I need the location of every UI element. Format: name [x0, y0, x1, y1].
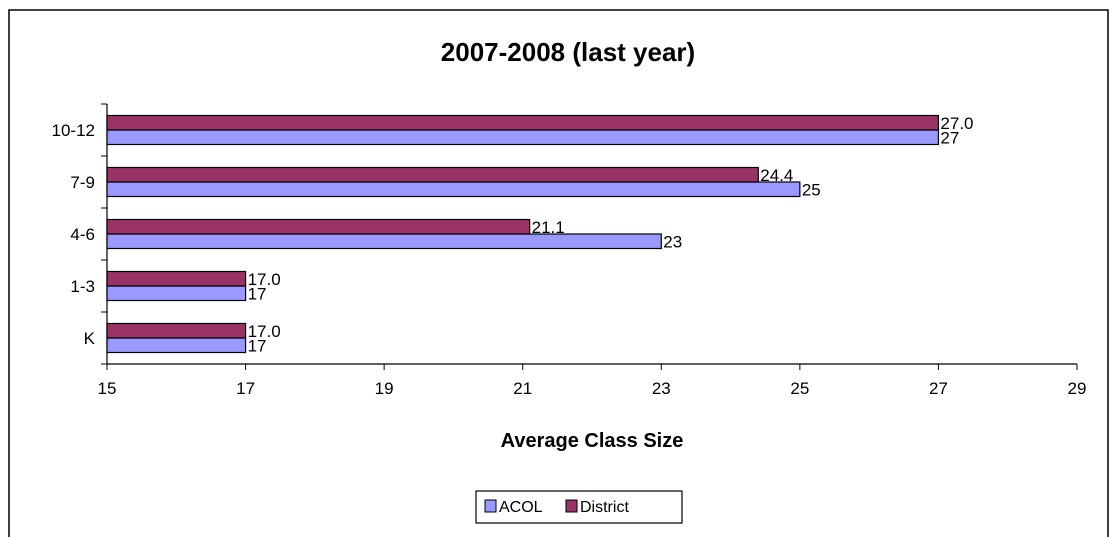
bar-acol-4-6 — [106, 233, 662, 250]
x-tick-label: 21 — [513, 379, 532, 398]
x-tick-label: 19 — [375, 379, 394, 398]
data-label-district-1-3: 17.0 — [248, 270, 281, 289]
bar-acol-1-3 — [106, 285, 247, 302]
legend-box — [475, 490, 683, 524]
bar-acol-7-9 — [106, 181, 801, 198]
legend: ACOL District — [475, 490, 683, 524]
data-label-district-7-9: 24.4 — [760, 166, 793, 185]
x-tick-label: 17 — [236, 379, 255, 398]
chart-title: 2007-2008 (last year) — [441, 37, 695, 67]
x-tick-label: 23 — [652, 379, 671, 398]
legend-label-acol: ACOL — [499, 499, 543, 516]
bar-acol-K — [106, 337, 247, 354]
data-label-acol-1-3: 17 — [248, 285, 267, 304]
data-label-acol-K: 17 — [248, 337, 267, 356]
y-tick-label: 7-9 — [70, 173, 95, 192]
legend-swatch-acol — [484, 499, 497, 513]
data-label-acol-10-12: 27 — [940, 129, 959, 148]
data-label-district-K: 17.0 — [248, 322, 281, 341]
bar-district-4-6 — [106, 218, 531, 235]
data-label-district-10-12: 27.0 — [940, 114, 973, 133]
legend-label-district: District — [580, 499, 629, 516]
x-tick-label: 15 — [98, 379, 117, 398]
x-tick-label: 25 — [790, 379, 809, 398]
x-axis-tick-labels: 15 17 19 21 23 25 27 29 — [98, 379, 1087, 398]
bar-acol-10-12 — [106, 129, 940, 146]
y-tick-label: 10-12 — [52, 121, 95, 140]
y-tick-label: 4-6 — [70, 225, 95, 244]
y-tick-label: 1-3 — [70, 277, 95, 296]
bar-district-K — [106, 322, 247, 339]
data-label-acol-7-9: 25 — [802, 181, 821, 200]
bar-district-10-12 — [106, 114, 940, 131]
bar-district-1-3 — [106, 270, 247, 287]
legend-swatch-district — [565, 499, 578, 513]
x-tick-label: 29 — [1068, 379, 1087, 398]
x-tick-label: 27 — [929, 379, 948, 398]
y-axis-tick-labels: K 1-3 4-6 7-9 10-12 — [52, 121, 96, 348]
bars — [106, 114, 940, 354]
bar-district-7-9 — [106, 166, 759, 183]
y-tick-label: K — [84, 329, 96, 348]
data-label-district-4-6: 21.1 — [532, 218, 565, 237]
x-axis-title: Average Class Size — [501, 430, 684, 452]
data-label-acol-4-6: 23 — [663, 233, 682, 252]
